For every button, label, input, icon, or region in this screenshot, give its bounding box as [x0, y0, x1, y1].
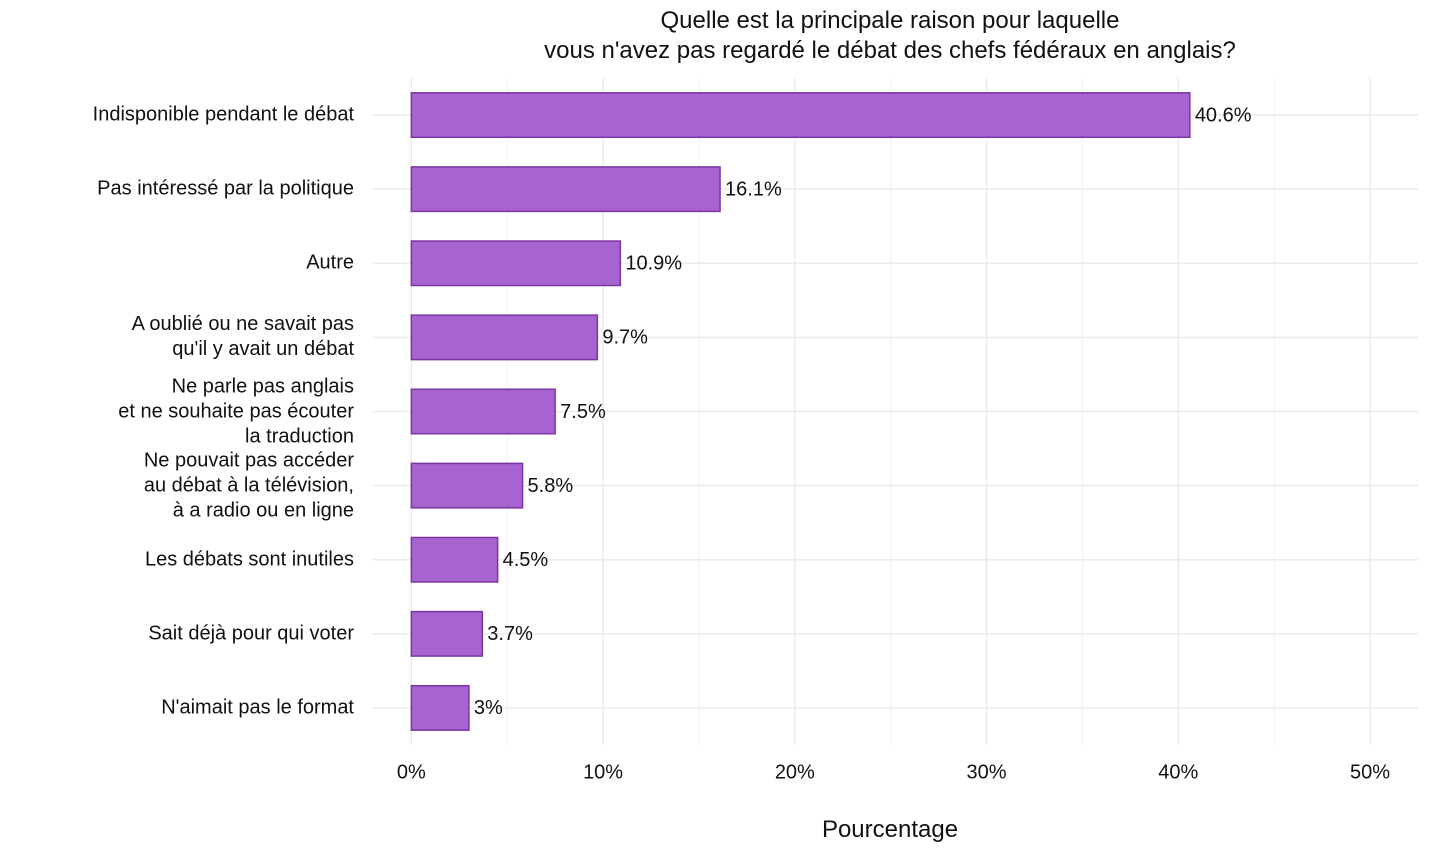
- value-label: 16.1%: [725, 178, 782, 200]
- bar: [410, 684, 470, 731]
- value-label: 3.7%: [487, 623, 533, 645]
- y-tick-label: Ne pouvait pas accéder au débat à la tél…: [143, 449, 354, 522]
- x-tick-label: 30%: [967, 761, 1007, 783]
- chart-title: Quelle est la principale raison pour laq…: [544, 7, 1236, 64]
- value-label: 40.6%: [1195, 104, 1252, 126]
- value-label: 7.5%: [560, 401, 606, 423]
- bar: [410, 240, 622, 287]
- y-tick-label: Pas intéressé par la politique: [97, 177, 354, 200]
- x-tick-label: 10%: [583, 761, 623, 783]
- y-tick-label: A oublié ou ne savait pas qu'il y avait …: [131, 313, 354, 361]
- x-tick-label: 50%: [1350, 761, 1390, 783]
- x-tick-label: 0%: [397, 761, 426, 783]
- x-tick-label: 20%: [775, 761, 815, 783]
- bar: [410, 388, 556, 435]
- y-tick-label: Autre: [306, 251, 354, 274]
- bar: [410, 92, 1191, 139]
- y-tick-label: Sait déjà pour qui voter: [148, 622, 354, 645]
- bar: [410, 462, 524, 509]
- y-tick-label: Ne parle pas anglais et ne souhaite pas …: [118, 375, 354, 447]
- value-label: 10.9%: [625, 253, 682, 275]
- y-tick-label: N'aimait pas le format: [161, 696, 354, 719]
- bar: [410, 536, 499, 583]
- value-label: 9.7%: [602, 327, 648, 349]
- bar: [410, 314, 599, 361]
- x-axis-title: Pourcentage: [821, 816, 959, 843]
- value-label: 3%: [474, 697, 503, 719]
- value-label: 5.8%: [528, 475, 574, 497]
- value-label: 4.5%: [503, 549, 549, 571]
- y-tick-label: Les débats sont inutiles: [144, 548, 354, 571]
- x-tick-label: 40%: [1158, 761, 1198, 783]
- y-tick-label: Indisponible pendant le débat: [92, 103, 354, 126]
- bar: [410, 610, 484, 657]
- bar: [410, 166, 721, 213]
